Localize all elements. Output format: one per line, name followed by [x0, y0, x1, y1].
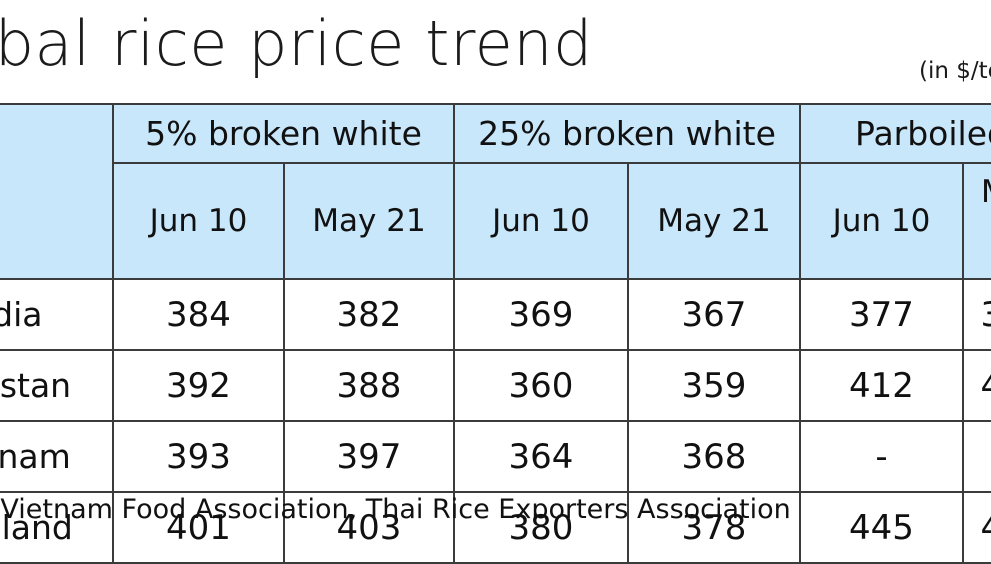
row-label: Pakistan: [0, 349, 114, 422]
row-label: India: [0, 278, 114, 351]
cell-value: 393: [112, 420, 285, 493]
cell-value: -: [962, 420, 991, 493]
cell-value: 384: [112, 278, 285, 351]
column-group-25pct: 25% broken white: [453, 103, 801, 164]
column-header-25pct-may21: May 21: [627, 162, 801, 280]
column-header-5pct-may21: May 21: [283, 162, 455, 280]
price-table: 5% broken white 25% broken white Parboil…: [0, 103, 991, 564]
column-header-25pct-jun10: Jun 10: [453, 162, 629, 280]
row-label: Vietnam: [0, 420, 114, 493]
cell-value: 369: [453, 278, 629, 351]
cell-value: 382: [283, 278, 455, 351]
cell-value: -: [799, 420, 964, 493]
cell-value: 412: [799, 349, 964, 422]
cell-value: 360: [453, 349, 629, 422]
column-group-5pct: 5% broken white: [112, 103, 455, 164]
cell-value: 388: [283, 349, 455, 422]
cell-value: 367: [627, 278, 801, 351]
page-title: Global rice price trend: [0, 7, 593, 80]
cell-value: 359: [627, 349, 801, 422]
column-header-5pct-jun10: Jun 10: [112, 162, 285, 280]
column-header-parboiled-jun10: Jun 10: [799, 162, 964, 280]
cell-value: 368: [627, 420, 801, 493]
cell-value: 392: [112, 349, 285, 422]
sub-header-row: Jun 10 May 21 Jun 10 May 21 Jun 10 May 2…: [0, 162, 991, 280]
unit-note: (in $/tonne): [918, 58, 991, 84]
cell-value: 408: [962, 349, 991, 422]
column-group-parboiled: Parboiled: [799, 103, 991, 164]
table-row: Vietnam 393 397 364 368 - -: [0, 420, 991, 493]
column-header-parboiled-may21: May 21: [962, 162, 991, 280]
cell-value: 375: [962, 278, 991, 351]
infographic-canvas: Global rice price trend (in $/tonne) 5% …: [0, 7, 991, 564]
cell-value: 442: [962, 491, 991, 564]
source-note: Source: Vietnam Food Association, Thai R…: [0, 494, 791, 525]
cell-value: 364: [453, 420, 629, 493]
table-header: 5% broken white 25% broken white Parboil…: [0, 103, 991, 280]
group-header-row: 5% broken white 25% broken white Parboil…: [0, 103, 991, 280]
table-row: India 384 382 369 367 377 375: [0, 278, 991, 351]
cell-value: 445: [799, 491, 964, 564]
table-corner-cell: [0, 103, 114, 280]
cell-value: 377: [799, 278, 964, 351]
table-body: India 384 382 369 367 377 375 Pakistan 3…: [0, 278, 991, 564]
cell-value: 397: [283, 420, 455, 493]
table-row: Pakistan 392 388 360 359 412 408: [0, 349, 991, 422]
